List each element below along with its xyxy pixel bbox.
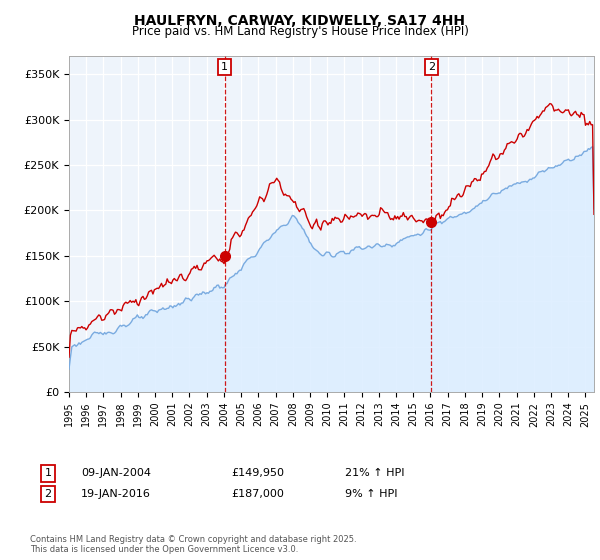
Text: 2: 2 — [44, 489, 52, 499]
Text: 1: 1 — [44, 468, 52, 478]
Text: £149,950: £149,950 — [231, 468, 284, 478]
Text: 2: 2 — [428, 62, 435, 72]
Text: £187,000: £187,000 — [231, 489, 284, 499]
Text: Price paid vs. HM Land Registry's House Price Index (HPI): Price paid vs. HM Land Registry's House … — [131, 25, 469, 38]
Text: 19-JAN-2016: 19-JAN-2016 — [81, 489, 151, 499]
Text: Contains HM Land Registry data © Crown copyright and database right 2025.
This d: Contains HM Land Registry data © Crown c… — [30, 535, 356, 554]
Text: 1: 1 — [221, 62, 228, 72]
Text: 21% ↑ HPI: 21% ↑ HPI — [345, 468, 404, 478]
Text: 9% ↑ HPI: 9% ↑ HPI — [345, 489, 398, 499]
Text: HAULFRYN, CARWAY, KIDWELLY, SA17 4HH: HAULFRYN, CARWAY, KIDWELLY, SA17 4HH — [134, 14, 466, 28]
Text: 09-JAN-2004: 09-JAN-2004 — [81, 468, 151, 478]
